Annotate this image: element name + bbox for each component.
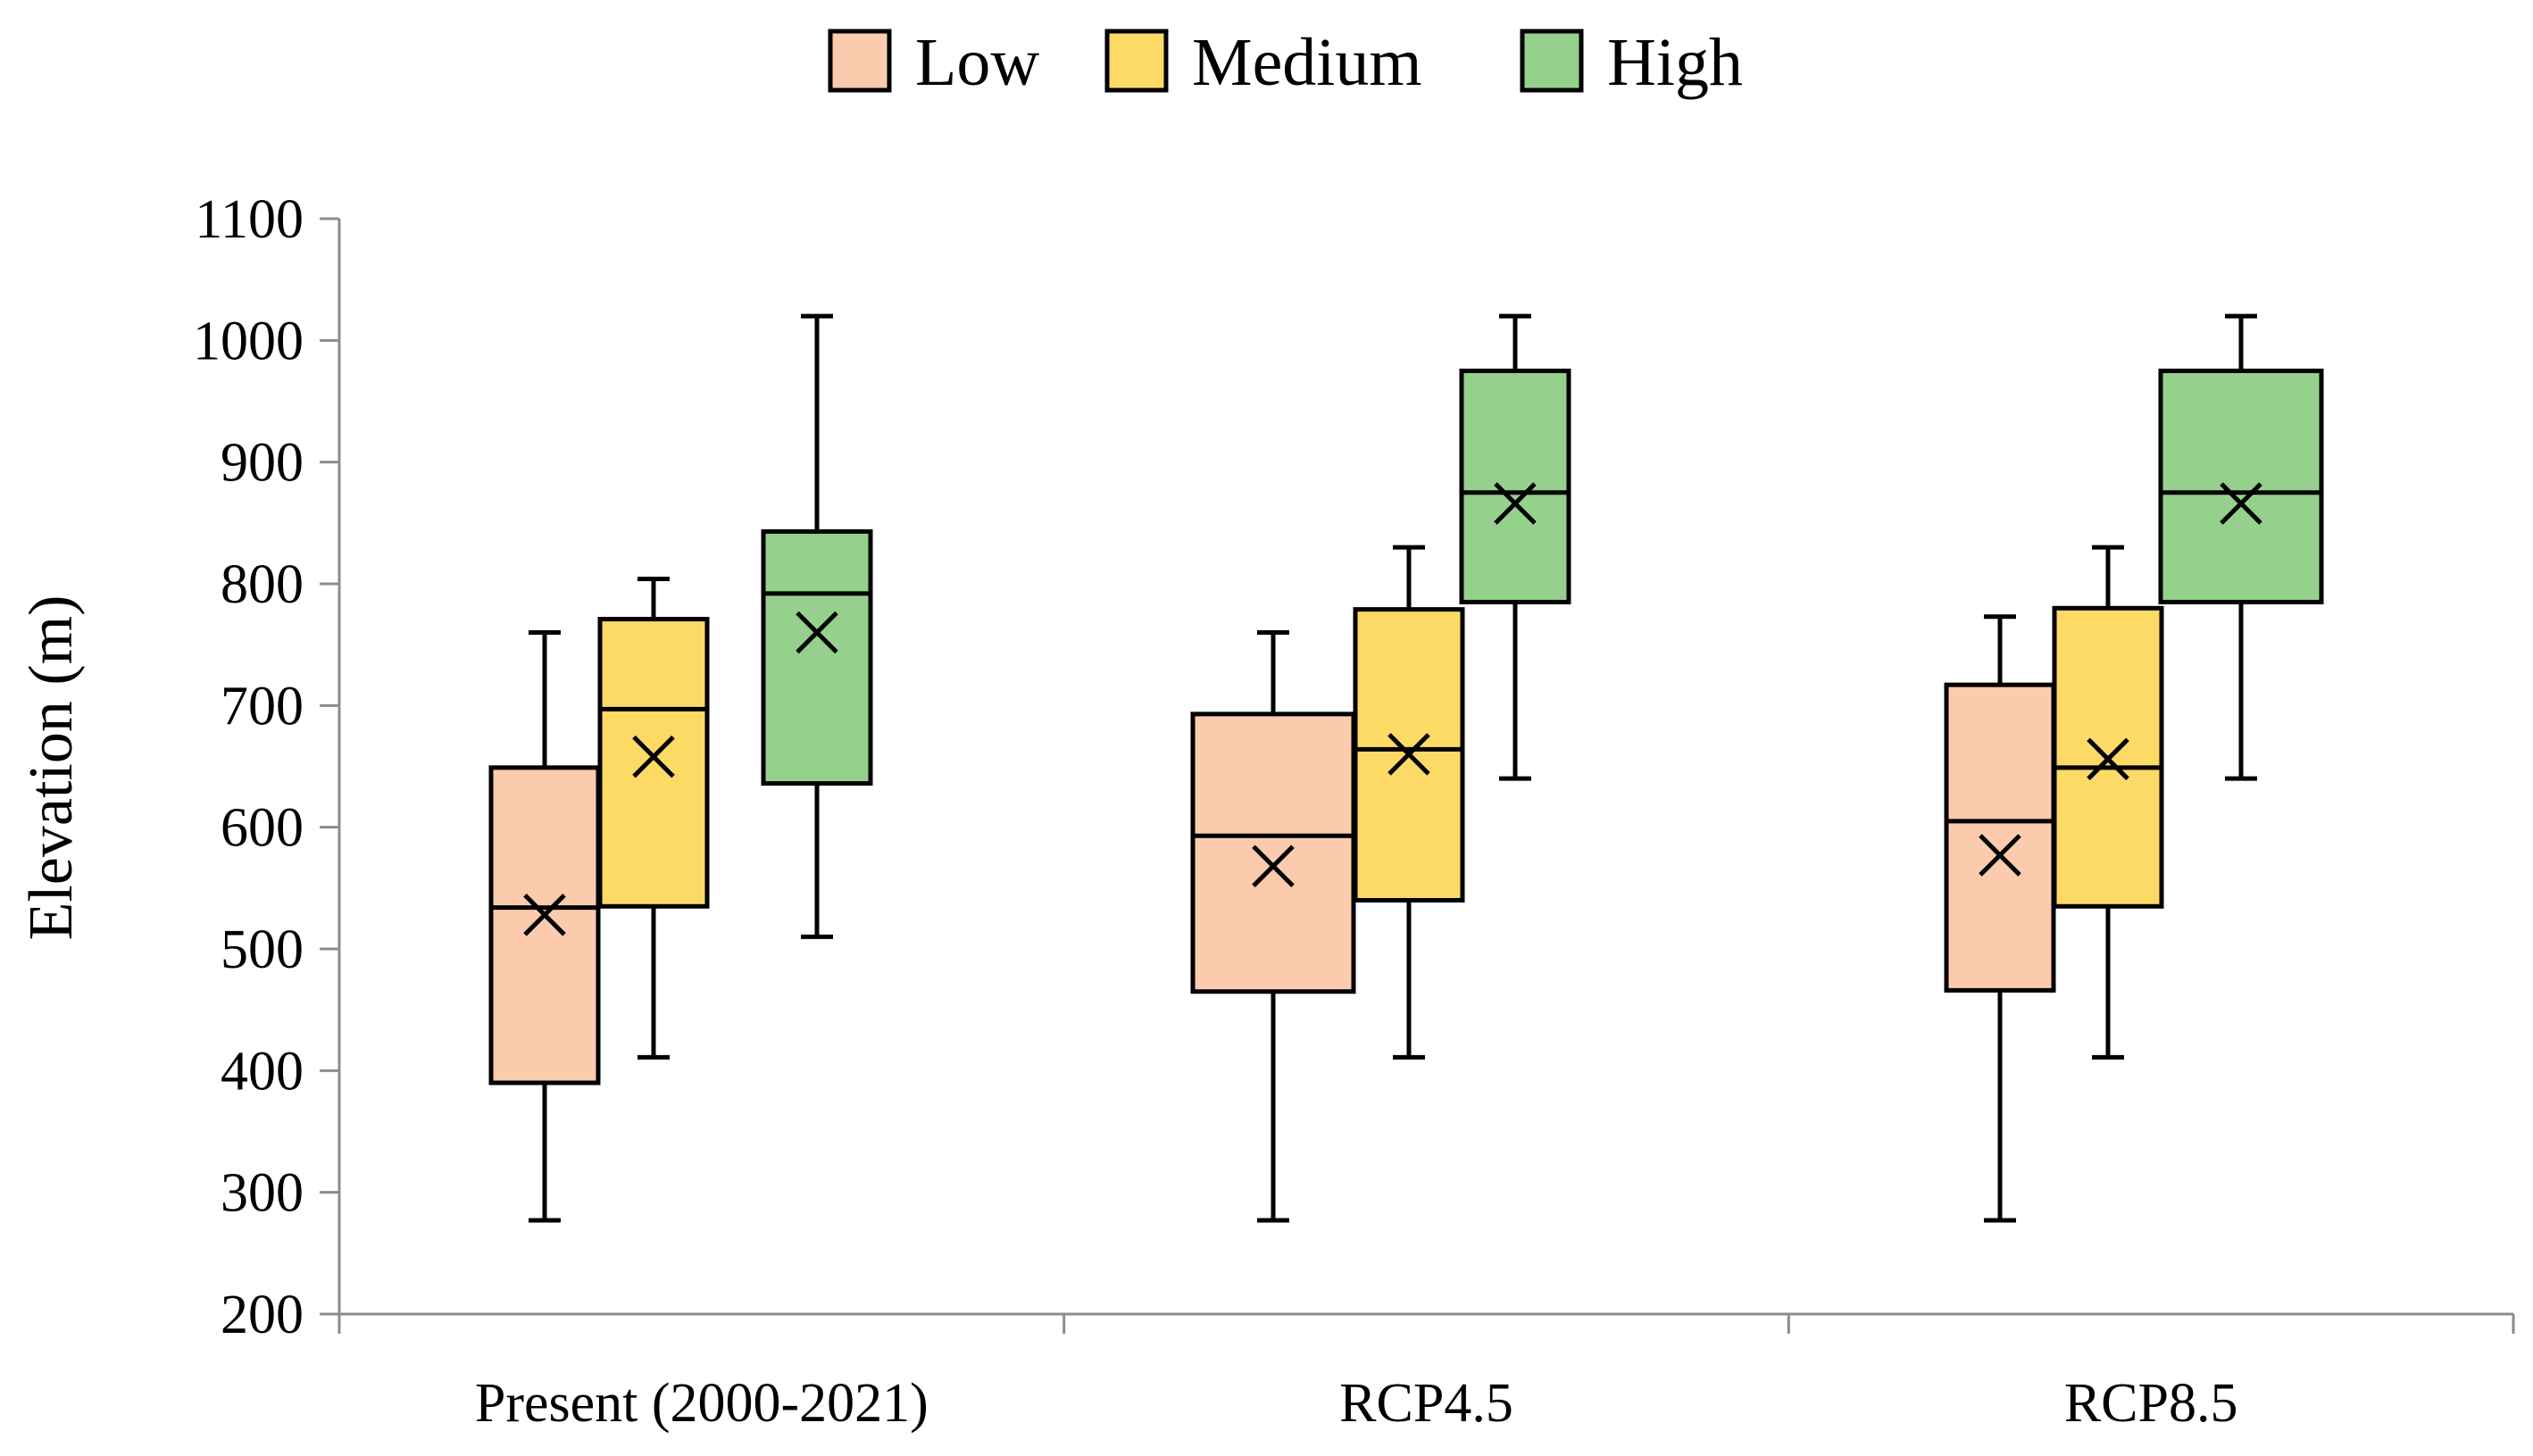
mean-marker [1387, 733, 1430, 776]
mean-marker [2220, 482, 2262, 525]
y-axis: 200 300 400 500 600 700 800 900 1000 1100 [193, 189, 341, 1345]
mean-marker [1494, 482, 1537, 525]
legend-swatch [828, 29, 892, 93]
x-category-label: Present (2000-2021) [475, 1373, 929, 1434]
y-tick-label: 200 [221, 1285, 304, 1345]
legend-label: Medium [1192, 25, 1422, 100]
x-category-label: RCP4.5 [1339, 1373, 1513, 1434]
y-tick-label: 800 [221, 554, 304, 615]
box-high-0 [761, 313, 873, 939]
legend-swatch [1520, 29, 1584, 93]
box-iqr [597, 617, 710, 909]
box-medium-0 [597, 577, 710, 1060]
mean-marker [523, 894, 566, 936]
box-medium-2 [2052, 545, 2164, 1060]
box-iqr [761, 528, 873, 786]
mean-marker [796, 611, 838, 654]
x-axis: Present (2000-2021) RCP4.5 RCP8.5 [337, 1312, 2515, 1434]
box-low-0 [488, 630, 601, 1223]
box-iqr [488, 765, 601, 1086]
legend-item-low: Low [828, 25, 1039, 100]
box-medium-1 [1353, 545, 1465, 1060]
box-iqr [1190, 711, 1356, 994]
legend-item-high: High [1520, 25, 1743, 100]
y-tick-label: 1000 [193, 311, 304, 371]
box-series-group [488, 313, 2324, 1223]
box-high-2 [2158, 313, 2324, 781]
box-low-2 [1944, 614, 2056, 1223]
y-tick-label: 400 [221, 1041, 304, 1102]
box-iqr [2158, 368, 2324, 604]
box-iqr [1944, 682, 2056, 993]
y-tick-label: 700 [221, 676, 304, 736]
legend: Low Medium High [828, 25, 1743, 100]
box-high-1 [1459, 313, 1571, 781]
mean-marker [632, 735, 675, 778]
mean-marker [1252, 844, 1295, 888]
y-tick-label: 600 [221, 798, 304, 859]
legend-swatch [1104, 29, 1169, 93]
y-tick-label: 1100 [195, 189, 304, 250]
y-tick-label: 900 [221, 433, 304, 494]
legend-item-medium: Medium [1104, 25, 1422, 100]
mean-marker [2087, 737, 2129, 781]
box-low-1 [1190, 630, 1356, 1223]
legend-label: High [1607, 25, 1743, 100]
box-iqr [1459, 368, 1571, 604]
mean-marker [1979, 834, 2021, 877]
y-tick-label: 500 [221, 919, 304, 980]
legend-label: Low [915, 25, 1039, 100]
y-axis-title: Elevation (m) [17, 595, 86, 941]
x-category-label: RCP8.5 [2064, 1373, 2238, 1434]
y-tick-label: 300 [221, 1163, 304, 1224]
